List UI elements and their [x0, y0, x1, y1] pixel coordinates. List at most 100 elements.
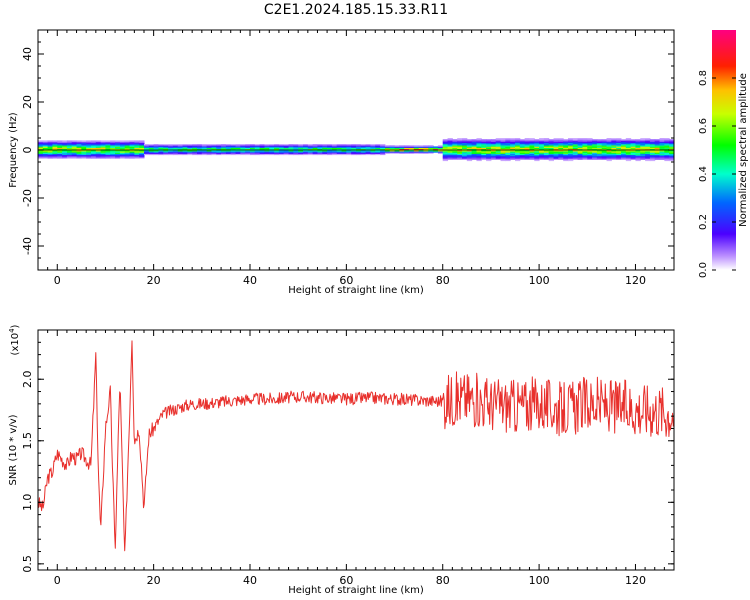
spectrogram-cell: [625, 147, 632, 150]
spectrogram-cell: [664, 141, 670, 144]
spectrogram-cell: [283, 144, 290, 146]
spectrogram-cell: [394, 150, 400, 152]
spectrogram-cell: [476, 154, 482, 157]
spectrogram-cell: [278, 146, 285, 148]
spectrogram-cell: [529, 145, 535, 147]
spectrogram-cell: [592, 146, 598, 148]
spectrogram-cell: [95, 157, 102, 159]
spectrogram-cell: [654, 154, 661, 157]
spectrogram-cell: [250, 151, 256, 153]
spectrogram-cell: [462, 144, 468, 146]
spectrogram-cell: [457, 141, 463, 144]
spectrogram-cell: [664, 150, 670, 152]
spectrogram-cell: [66, 153, 73, 156]
spectrogram-cell: [100, 153, 106, 156]
spectrogram-cell: [611, 151, 617, 153]
spectrogram-cell: [177, 146, 184, 148]
spectrogram-cell: [616, 142, 622, 145]
spectrogram-cell: [524, 153, 530, 156]
spectrogram-cell: [548, 148, 555, 151]
spectrogram-cell: [486, 145, 492, 147]
spectrogram-cell: [57, 146, 63, 148]
spectrogram-cell: [447, 156, 453, 158]
spectrogram-cell: [168, 152, 174, 154]
spectrogram-cell: [230, 152, 237, 154]
spectrogram-cell: [105, 151, 111, 153]
spectrogram-cell: [524, 150, 530, 152]
spectrogram-cell: [466, 159, 473, 162]
spectrogram-cell: [524, 157, 530, 159]
spectrogram-cell: [124, 151, 131, 153]
spectrogram-cell: [105, 152, 111, 154]
spectrogram-cell: [524, 138, 530, 140]
spectrogram-cell: [216, 152, 222, 154]
spectrogram-cell: [66, 157, 73, 159]
spectrogram-cell: [621, 156, 627, 158]
spectrogram-cell: [476, 159, 482, 162]
spectrogram-cell: [669, 150, 675, 152]
spectrogram-cell: [582, 151, 588, 153]
spectrogram-cell: [433, 148, 439, 151]
spectrogram-cell: [515, 148, 521, 151]
spectrogram-cell: [225, 150, 232, 152]
spectrogram-cell: [669, 157, 675, 159]
spectrogram-cell: [462, 152, 468, 154]
spectrogram-cell: [442, 153, 449, 156]
spectrogram-cell: [645, 151, 651, 153]
spectrogram-cell: [187, 150, 193, 152]
spectrogram-cell: [659, 139, 665, 141]
spectrogram-cell: [413, 150, 420, 152]
spectrogram-cell: [182, 153, 188, 156]
spectrogram-cell: [409, 150, 415, 152]
spectrogram-cell: [211, 151, 217, 153]
spectrogram-cell: [553, 154, 559, 157]
spectrogram-cell: [471, 152, 477, 154]
spectrogram-cell: [370, 152, 376, 154]
spectrogram-cell: [457, 144, 463, 146]
spectrogram-cell: [399, 147, 405, 150]
x-tick-label: 40: [243, 574, 257, 587]
spectrogram-cell: [216, 144, 222, 146]
spectrogram-cell: [57, 145, 63, 147]
spectrogram-cell: [351, 146, 357, 148]
spectrogram-cell: [495, 138, 502, 140]
spectrogram-cell: [500, 147, 506, 150]
spectrogram-cell: [95, 146, 102, 148]
spectrogram-cell: [148, 147, 155, 150]
spectrogram-cell: [52, 151, 58, 153]
spectrogram-cell: [206, 148, 212, 151]
spectrogram-cell: [553, 144, 559, 146]
spectrogram-cell: [625, 138, 632, 140]
spectrogram-cell: [606, 151, 612, 153]
spectrogram-cell: [659, 158, 665, 160]
spectrogram-cell: [596, 158, 603, 160]
spectrogram-cell: [539, 158, 545, 160]
spectrogram-cell: [659, 156, 665, 158]
spectrogram-cell: [611, 152, 617, 154]
spectrogram-cell: [592, 142, 598, 145]
spectrogram-cell: [124, 146, 131, 148]
spectrogram-cell: [481, 152, 487, 154]
spectrogram-cell: [519, 147, 526, 150]
spectrogram-cell: [582, 147, 588, 150]
spectrogram-cell: [177, 144, 184, 146]
spectrogram-cell: [86, 144, 92, 146]
spectrogram-cell: [250, 153, 256, 156]
spectrogram-cell: [86, 145, 92, 147]
spectrogram-cell: [134, 146, 140, 148]
spectrogram-cell: [71, 153, 78, 156]
spectrogram-cell: [119, 157, 126, 159]
spectrogram-cell: [399, 151, 405, 153]
spectrogram-cell: [635, 156, 641, 158]
spectrogram-cell: [201, 152, 208, 154]
spectrogram-cell: [360, 151, 367, 153]
spectrogram-cell: [42, 140, 49, 142]
spectrogram-cell: [572, 156, 579, 158]
spectrogram-cell: [192, 152, 198, 154]
spectrogram-cell: [134, 145, 140, 147]
spectrogram-cell: [548, 153, 555, 156]
spectrogram-cell: [543, 144, 550, 146]
spectrogram-cell: [370, 145, 376, 147]
spectrogram-cell: [375, 152, 381, 154]
spectrogram-cell: [370, 147, 376, 150]
